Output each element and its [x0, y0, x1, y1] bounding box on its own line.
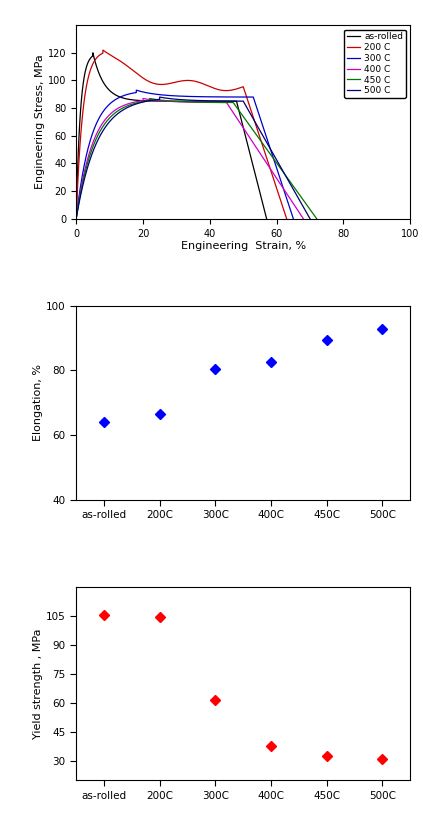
as-rolled: [199, 96, 204, 107]
500 C: [74, 214, 79, 224]
300 C: [184, 91, 190, 102]
200 C: [210, 82, 215, 92]
450 C: [183, 96, 188, 107]
500 C: [213, 96, 218, 106]
Legend: as-rolled, 200 C, 300 C, 400 C, 450 C, 500 C: as-rolled, 200 C, 300 C, 400 C, 450 C, 5…: [344, 29, 406, 98]
200 C: [206, 81, 212, 91]
400 C: [216, 97, 221, 107]
500 C: [308, 214, 313, 224]
400 C: [196, 97, 201, 107]
as-rolled: [153, 96, 158, 106]
Y-axis label: Yield strength , MPa: Yield strength , MPa: [33, 628, 43, 738]
500 C: [157, 92, 162, 102]
400 C: [140, 93, 146, 103]
300 C: [291, 214, 296, 224]
450 C: [74, 214, 79, 224]
Line: 400 C: 400 C: [76, 98, 303, 219]
as-rolled: [220, 96, 225, 107]
500 C: [193, 96, 198, 106]
Line: 450 C: 450 C: [76, 98, 317, 219]
as-rolled: [264, 214, 269, 224]
300 C: [141, 87, 146, 97]
400 C: [177, 96, 182, 107]
Line: 500 C: 500 C: [76, 97, 310, 219]
200 C: [109, 50, 114, 60]
200 C: [74, 214, 79, 224]
200 C: [284, 214, 289, 224]
Line: 200 C: 200 C: [76, 50, 287, 219]
Y-axis label: Elongation, %: Elongation, %: [33, 364, 43, 441]
400 C: [203, 97, 209, 107]
400 C: [146, 94, 151, 104]
450 C: [147, 93, 152, 103]
450 C: [152, 94, 157, 104]
500 C: [233, 96, 238, 106]
as-rolled: [74, 214, 79, 224]
300 C: [134, 85, 139, 95]
as-rolled: [99, 74, 104, 84]
500 C: [222, 96, 227, 106]
200 C: [194, 76, 199, 86]
200 C: [161, 80, 166, 90]
as-rolled: [90, 48, 95, 58]
450 C: [222, 97, 228, 107]
Line: as-rolled: as-rolled: [76, 53, 266, 219]
500 C: [162, 93, 167, 103]
200 C: [100, 45, 105, 55]
300 C: [239, 92, 244, 102]
400 C: [74, 214, 79, 224]
300 C: [74, 214, 79, 224]
450 C: [314, 214, 319, 224]
450 C: [210, 97, 215, 107]
500 C: [220, 96, 225, 106]
400 C: [206, 97, 211, 107]
300 C: [212, 91, 217, 102]
400 C: [301, 214, 306, 224]
200 C: [227, 86, 232, 96]
300 C: [225, 92, 230, 102]
as-rolled: [202, 96, 207, 107]
Line: 300 C: 300 C: [76, 90, 294, 219]
X-axis label: Engineering  Strain, %: Engineering Strain, %: [181, 242, 306, 252]
300 C: [222, 92, 227, 102]
as-rolled: [187, 96, 192, 107]
450 C: [203, 97, 208, 107]
450 C: [212, 97, 217, 107]
Y-axis label: Engineering Stress, MPa: Engineering Stress, MPa: [35, 55, 45, 190]
